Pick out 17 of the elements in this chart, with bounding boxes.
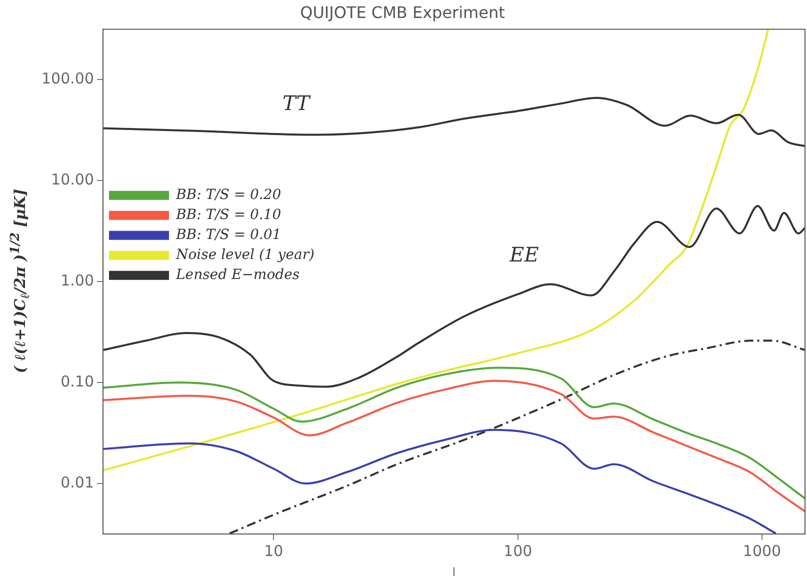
x-tick-label: 1000 bbox=[742, 542, 782, 560]
legend-label: BB: T/S = 0.20 bbox=[175, 187, 282, 204]
x-tick-label: 100 bbox=[504, 542, 532, 560]
y-tick-label: 10.00 bbox=[51, 170, 94, 189]
legend-label: BB: T/S = 0.10 bbox=[175, 207, 282, 224]
y-tick-label: 0.10 bbox=[60, 372, 94, 390]
y-tick-label: 100.00 bbox=[42, 70, 94, 88]
x-tick-label: 10 bbox=[264, 542, 284, 560]
x-axis-title: l bbox=[452, 565, 456, 580]
legend-label: Lensed E−modes bbox=[175, 267, 300, 284]
annotation: EE bbox=[508, 242, 540, 267]
legend-label: Noise level (1 year) bbox=[175, 247, 314, 264]
chart-title: QUIJOTE CMB Experiment bbox=[300, 2, 505, 22]
annotation: TT bbox=[282, 91, 312, 116]
y-tick-label: 1.00 bbox=[60, 271, 94, 290]
legend-label: BB: T/S = 0.01 bbox=[175, 227, 282, 244]
y-tick-label: 0.01 bbox=[60, 473, 94, 492]
